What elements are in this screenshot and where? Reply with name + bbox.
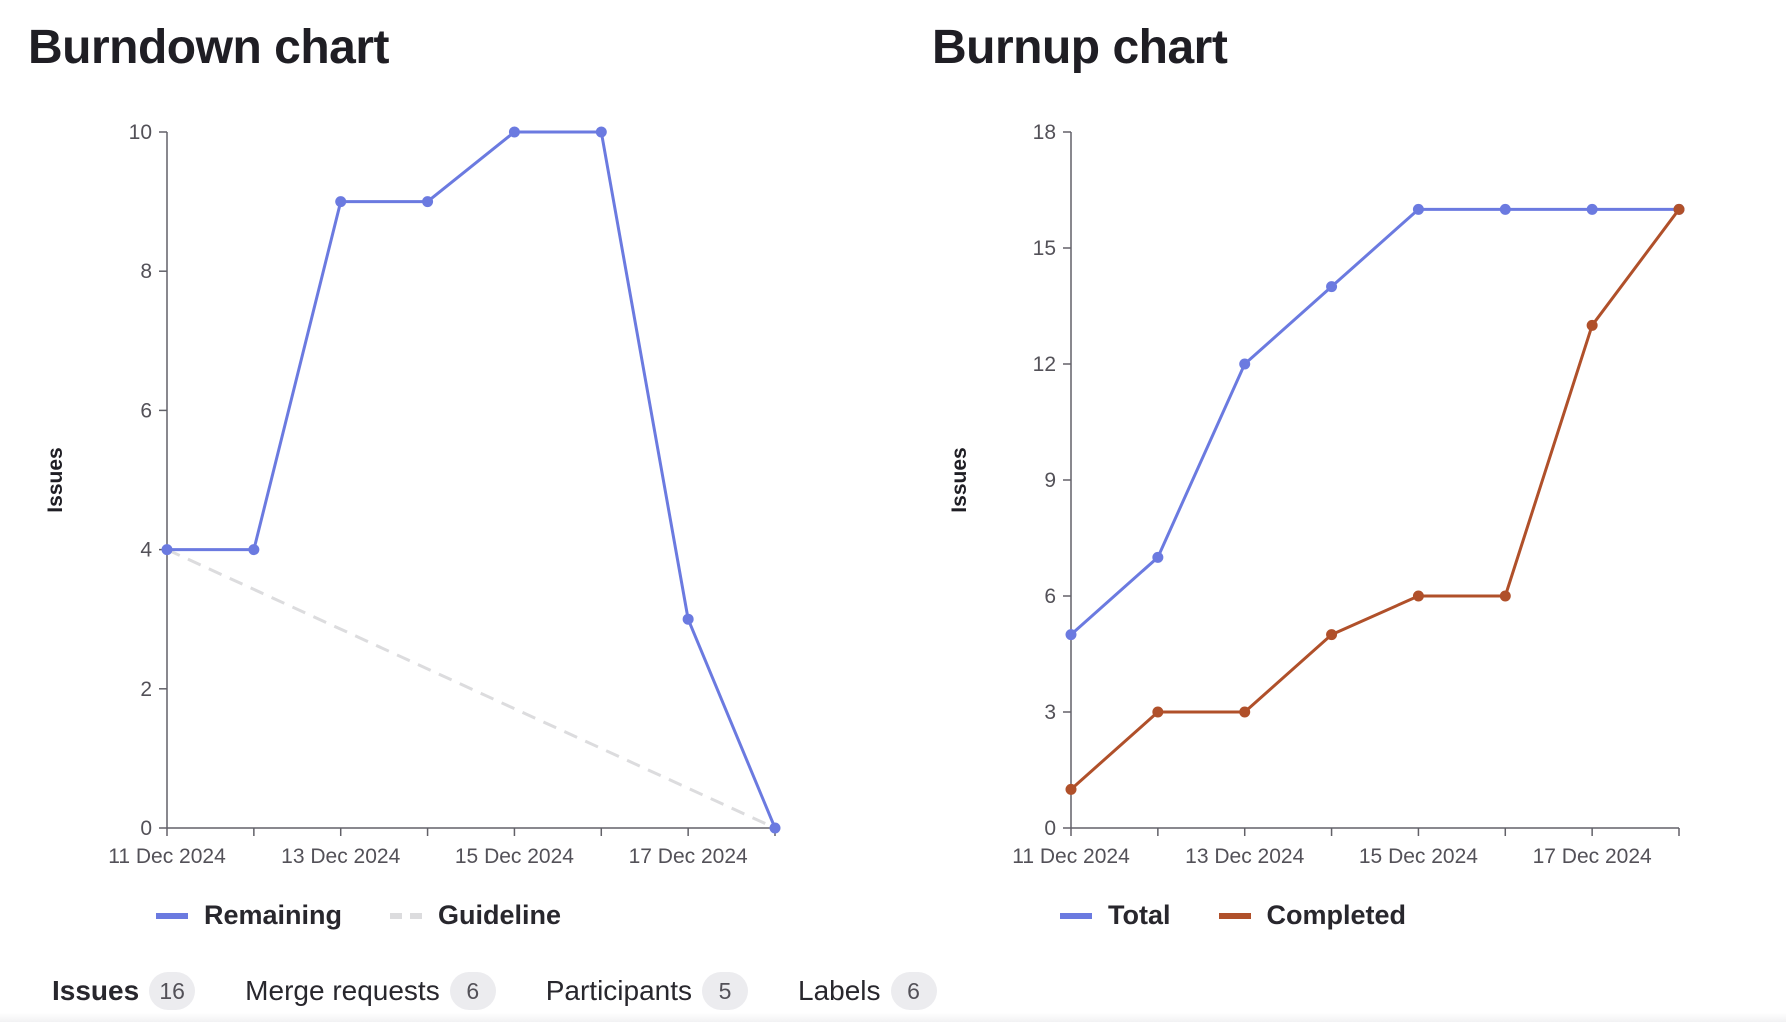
legend-item-guideline[interactable]: Guideline (390, 900, 561, 931)
burnup-series-line-completed (1070, 208, 1681, 791)
burndown-y-tick-label: 4 (140, 539, 152, 562)
burndown-x-tick-label: 17 Dec 2024 (629, 845, 748, 868)
burnup-x-tick-label: 15 Dec 2024 (1359, 845, 1478, 868)
tab-participants[interactable]: Participants 5 (545, 972, 749, 1010)
burnup-point-total (1499, 203, 1511, 215)
burnup-series-line-total (1070, 207, 1679, 636)
burnup-x-tick-label: 11 Dec 2024 (1012, 845, 1130, 868)
burndown-point-remaining (769, 822, 781, 834)
burnup-y-tick-label: 3 (1044, 701, 1056, 724)
tab-merge-requests[interactable]: Merge requests 6 (245, 972, 496, 1010)
burndown-y-axis-label: Issues (44, 447, 67, 512)
legend-label-completed: Completed (1266, 900, 1407, 930)
burnup-point-completed (1412, 590, 1424, 602)
burndown-x-tick-label: 13 Dec 2024 (281, 845, 400, 868)
burndown-y-tick-label: 6 (140, 399, 152, 422)
tab-count-participants: 5 (702, 972, 749, 1010)
burndown-y-tick-label: 2 (140, 678, 152, 701)
tab-issues[interactable]: Issues 16 (52, 972, 196, 1010)
burndown-point-remaining (595, 126, 607, 138)
burnup-point-completed (1152, 706, 1164, 718)
remaining-swatch (156, 912, 188, 919)
burnup-point-total (1586, 203, 1598, 215)
tab-labels[interactable]: Labels 6 (798, 972, 937, 1010)
burndown-point-remaining (422, 196, 434, 208)
burnup-panel: Burnup chart 0 3 6 9 12 15 18 11 Dec 2024 13 Dec… (904, 0, 1786, 940)
burndown-series-line-remaining (167, 130, 777, 829)
burndown-series-line-guideline (166, 548, 776, 830)
legend-label-remaining: Remaining (204, 900, 343, 930)
tab-count-merge-requests: 6 (449, 972, 496, 1010)
legend-item-completed[interactable]: Completed (1218, 900, 1407, 931)
burnup-x-tick-label: 13 Dec 2024 (1185, 845, 1304, 868)
burndown-point-remaining (248, 544, 260, 556)
tab-label-issues: Issues (52, 975, 140, 1006)
burnup-point-completed (1499, 590, 1511, 602)
burndown-y-tick-label: 8 (140, 260, 152, 283)
tab-count-labels: 6 (890, 972, 937, 1010)
tab-label-participants: Participants (545, 975, 693, 1006)
burndown-point-remaining (682, 613, 694, 625)
legend-label-total: Total (1108, 900, 1171, 930)
burnup-y-axis-label: Issues (948, 447, 971, 512)
burnup-y-tick-label: 0 (1044, 817, 1056, 840)
burndown-point-remaining (161, 544, 173, 556)
burnup-y-tick-label: 9 (1044, 469, 1056, 492)
burnup-y-tick-label: 6 (1044, 585, 1056, 608)
burnup-x-tick-label: 17 Dec 2024 (1533, 845, 1652, 868)
burnup-point-completed (1326, 629, 1338, 641)
tab-label-labels: Labels (798, 975, 881, 1006)
burndown-chart: 0 2 4 6 8 10 11 Dec 2024 13 Dec 2024 15 Dec 2024… (44, 121, 781, 868)
legend-item-total[interactable]: Total (1060, 900, 1171, 931)
burnup-point-total (1412, 203, 1424, 215)
burnup-point-completed (1586, 319, 1598, 331)
guideline-swatch (390, 912, 423, 919)
completed-swatch (1218, 912, 1251, 919)
burndown-legend: Remaining Guideline (156, 900, 561, 931)
burnup-point-total (1065, 629, 1077, 641)
legend-label-guideline: Guideline (438, 900, 562, 930)
burndown-point-remaining (335, 196, 347, 208)
burnup-y-tick-label: 15 (1033, 237, 1056, 260)
legend-item-remaining[interactable]: Remaining (156, 900, 342, 931)
tabs-bar: Issues 16 Merge requests 6 Participants … (0, 960, 1786, 1022)
burndown-y-tick-label: 0 (140, 817, 152, 840)
burnup-point-total (1326, 281, 1338, 293)
tab-count-issues: 16 (149, 972, 196, 1010)
burndown-y-tick-label: 10 (129, 121, 152, 144)
burnup-point-completed (1239, 706, 1251, 718)
burndown-panel: Burndown chart 0 2 4 6 8 10 11 Dec 2024 13 Dec … (0, 0, 893, 940)
burnup-point-completed (1673, 203, 1685, 215)
burnup-title: Burnup chart (932, 21, 1228, 74)
burnup-legend: Total Completed (1060, 900, 1406, 931)
total-swatch (1060, 912, 1092, 919)
burnup-point-total (1239, 358, 1251, 370)
burnup-point-total (1152, 551, 1164, 563)
burndown-x-tick-label: 11 Dec 2024 (108, 845, 226, 868)
tab-label-merge-requests: Merge requests (245, 975, 440, 1006)
burndown-title: Burndown chart (28, 21, 390, 74)
burnup-chart: 0 3 6 9 12 15 18 11 Dec 2024 13 Dec 2024 15 Dec 2… (948, 121, 1685, 868)
burnup-y-tick-label: 18 (1033, 121, 1056, 144)
burnup-point-completed (1065, 783, 1077, 795)
burndown-x-tick-label: 15 Dec 2024 (455, 845, 574, 868)
burndown-point-remaining (508, 126, 520, 138)
burnup-y-tick-label: 12 (1033, 353, 1056, 376)
